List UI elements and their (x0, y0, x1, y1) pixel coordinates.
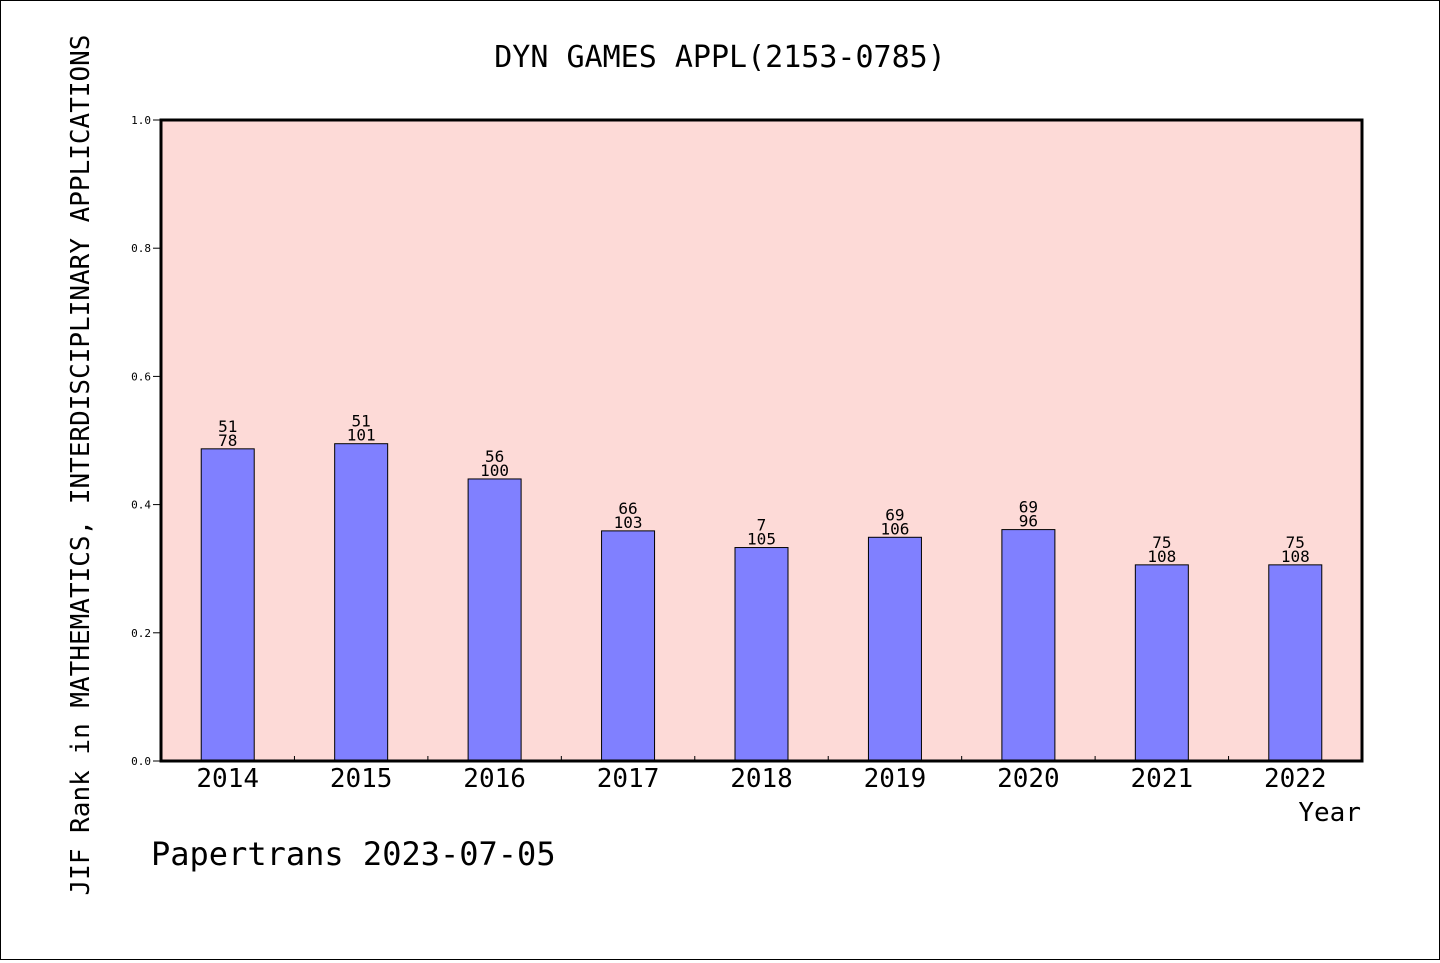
x-tick-label: 2020 (997, 764, 1060, 794)
bar-rank-label: 51 (218, 417, 237, 436)
x-axis-label: Year (1298, 798, 1361, 828)
bar-total-label: 108 (1281, 547, 1310, 566)
bar-2019 (867, 536, 922, 762)
x-tick-label: 2018 (730, 764, 793, 794)
bar-rank-label: 75 (1152, 533, 1171, 552)
bar-total-label: 96 (1019, 512, 1038, 531)
bar-total-label: 78 (218, 431, 237, 450)
bar-rank-label: 7 (757, 516, 767, 535)
x-tick-label: 2021 (1131, 764, 1194, 794)
bar-total-label: 108 (1147, 547, 1176, 566)
x-tick-label: 2016 (463, 764, 526, 794)
bar-2016 (467, 478, 522, 762)
plot-border (159, 118, 1364, 763)
x-axis: 2014 2015 2016 2017 2018 2019 2020 2021 2022 (196, 756, 1327, 794)
y-axis-label: JIF Rank in MATHEMATICS, INTERDISCIPLINA… (66, 35, 96, 896)
bar-total-label: 105 (747, 530, 776, 549)
bar-rank-label: 69 (1019, 498, 1038, 517)
x-tick-label: 2019 (864, 764, 927, 794)
bar-2022 (1268, 564, 1323, 762)
x-tick-label: 2015 (330, 764, 393, 794)
bar-2017 (601, 530, 656, 762)
y-axis: 0.0 0.2 0.4 0.6 0.8 1.0 (131, 114, 161, 768)
y-tick-label: 0.4 (131, 499, 151, 512)
bar-total-label: 101 (347, 426, 376, 445)
bar-rank-label: 51 (352, 412, 371, 431)
bar-2014 (200, 448, 255, 762)
y-tick-label: 0.2 (131, 627, 151, 640)
x-tick-label: 2014 (196, 764, 259, 794)
chart-title: DYN GAMES APPL(2153-0785) (494, 40, 946, 75)
y-tick-label: 0.0 (131, 755, 151, 768)
bar-total-label: 100 (480, 461, 509, 480)
y-tick-label: 0.6 (131, 370, 151, 383)
bar-rank-label: 75 (1286, 533, 1305, 552)
bar-rank-label: 66 (618, 499, 637, 518)
bar-rank-label: 69 (885, 505, 904, 524)
bars-group (200, 443, 1323, 762)
bar-2015 (334, 443, 389, 762)
bar-total-label: 103 (614, 513, 643, 532)
y-tick-label: 0.8 (131, 242, 151, 255)
bar-total-label: 106 (880, 519, 909, 538)
x-tick-label: 2022 (1264, 764, 1327, 794)
bar-2020 (1001, 529, 1056, 762)
source-label: Papertrans 2023-07-05 (151, 835, 556, 873)
y-tick-label: 1.0 (131, 114, 151, 127)
x-tick-label: 2017 (597, 764, 660, 794)
bar-rank-label: 56 (485, 447, 504, 466)
bar-2021 (1134, 564, 1189, 762)
bar-2018 (734, 547, 789, 762)
